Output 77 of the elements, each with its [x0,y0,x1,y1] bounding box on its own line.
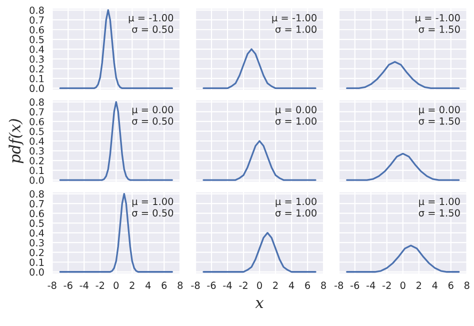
y-axis-title: pdf(x) [8,119,24,164]
x-tick-label: -8 [48,282,56,290]
x-tick-label: 0 [257,282,262,290]
x-tick-label: 8 [178,282,183,290]
x-tick-label: -4 [366,282,376,289]
y-tick-label: 0.7 [30,108,44,116]
annotation: μ = 0.00 [132,106,174,116]
y-tick-label: 0.6 [30,26,44,34]
x-tick-label: -8 [191,282,200,290]
line-series [59,9,173,90]
x-tick-label: 0 [400,282,406,290]
annotation: μ = 1.00 [419,198,460,207]
x-tick-label: 6 [448,282,454,290]
annotation: μ = 0.00 [419,106,460,116]
line-series [59,192,173,273]
x-tick-label: -6 [350,282,360,290]
y-tick-label: 0.2 [30,248,44,256]
annotation: σ = 1.50 [418,117,460,125]
y-tick-label: 0.0 [30,84,44,92]
annotation: σ = 1.50 [418,209,460,217]
y-tick-label: 0.6 [30,118,44,126]
x-tick-label: 4 [146,282,151,289]
y-tick-label: 0.5 [30,220,44,227]
y-tick-label: 0.1 [30,166,44,174]
y-tick-label: 0.8 [30,98,44,106]
annotation: μ = 1.00 [132,198,174,207]
y-tick-label: 0.4 [30,137,44,145]
x-tick-label: 6 [162,282,167,290]
x-tick-label: -4 [80,282,88,289]
y-tick-label: 0.5 [30,128,44,136]
annotation: σ = 1.00 [276,117,316,125]
x-tick-label: -6 [207,282,216,290]
x-tick-label: 2 [130,282,134,289]
x-tick-label: 2 [416,282,422,289]
annotation: σ = 1.00 [276,209,316,217]
y-tick-label: 0.0 [30,268,44,276]
annotation: σ = 0.50 [132,117,174,125]
y-tick-label: 0.3 [30,147,44,155]
x-tick-label: 8 [321,282,326,290]
y-tick-label: 0.2 [30,65,44,73]
y-tick-label: 0.3 [30,55,44,63]
y-tick-label: 0.8 [30,6,44,14]
x-axis-title: x [255,300,264,308]
x-tick-label: 2 [273,282,278,289]
x-tick-label: 6 [305,282,310,290]
y-tick-label: 0.4 [30,46,44,53]
annotation: μ = -1.00 [272,14,316,24]
annotation: σ = 1.00 [276,26,316,33]
y-tick-label: 0.5 [30,36,44,44]
y-tick-label: 0.1 [30,74,44,82]
x-tick-label: 8 [464,282,470,290]
y-tick-label: 0.1 [30,258,44,266]
x-tick-label: -4 [223,282,232,289]
annotation: μ = -1.00 [416,14,460,24]
x-tick-label: -6 [64,282,72,290]
annotation: μ = 0.00 [276,106,316,116]
y-tick-label: 0.8 [30,190,44,198]
y-tick-label: 0.4 [30,229,44,237]
x-tick-label: -2 [96,282,104,289]
y-tick-label: 0.3 [30,239,44,246]
annotation: μ = 1.00 [276,198,316,207]
x-tick-label: -2 [239,282,248,289]
line-series [59,101,173,181]
annotation: μ = -1.00 [128,14,174,24]
x-tick-label: 0 [114,282,119,290]
y-tick-label: 0.2 [30,157,44,164]
annotation: σ = 1.50 [418,26,460,33]
x-tick-label: -2 [382,282,391,289]
y-tick-label: 0.6 [30,210,44,218]
y-tick-label: 0.7 [30,16,44,24]
annotation: σ = 0.50 [132,209,174,217]
x-tick-label: -8 [334,282,344,290]
x-tick-label: 4 [432,282,438,289]
y-tick-label: 0.0 [30,176,44,184]
annotation: σ = 0.50 [132,26,174,33]
x-tick-label: 4 [288,282,294,289]
y-tick-label: 0.7 [30,200,44,208]
